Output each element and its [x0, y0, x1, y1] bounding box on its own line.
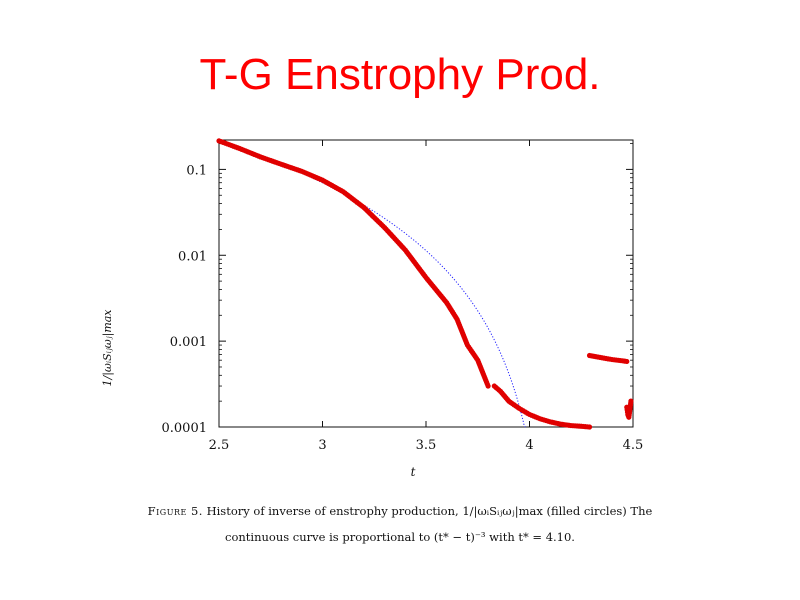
x-tick-label: 2.5: [209, 438, 230, 453]
y-tick-label: 0.1: [186, 163, 207, 178]
data-point: [485, 383, 491, 389]
x-tick-label: 4: [525, 438, 533, 453]
data-point: [586, 424, 593, 430]
x-tick-label: 4.5: [623, 438, 644, 453]
y-tick-label: 0.01: [178, 249, 207, 264]
caption-line-1: History of inverse of enstrophy producti…: [206, 504, 653, 518]
figure-label: Figure 5.: [147, 504, 203, 518]
figure-caption: Figure 5. History of inverse of enstroph…: [100, 498, 700, 550]
slide-title: T-G Enstrophy Prod.: [199, 50, 601, 99]
y-tick-label: 0.001: [170, 335, 207, 350]
x-tick-label: 3: [318, 438, 326, 453]
caption-line-2: continuous curve is proportional to (t* …: [225, 530, 575, 544]
y-tick-label: 0.0001: [162, 421, 208, 436]
x-tick-label: 3.5: [416, 438, 437, 453]
data-point: [624, 358, 630, 365]
data-point: [628, 398, 634, 404]
plot-frame: [218, 139, 634, 428]
x-axis-label: t: [411, 465, 416, 479]
y-axis-label: 1/|ωᵢSᵢⱼωⱼ|max: [101, 309, 115, 387]
model-curve: [218, 140, 526, 428]
